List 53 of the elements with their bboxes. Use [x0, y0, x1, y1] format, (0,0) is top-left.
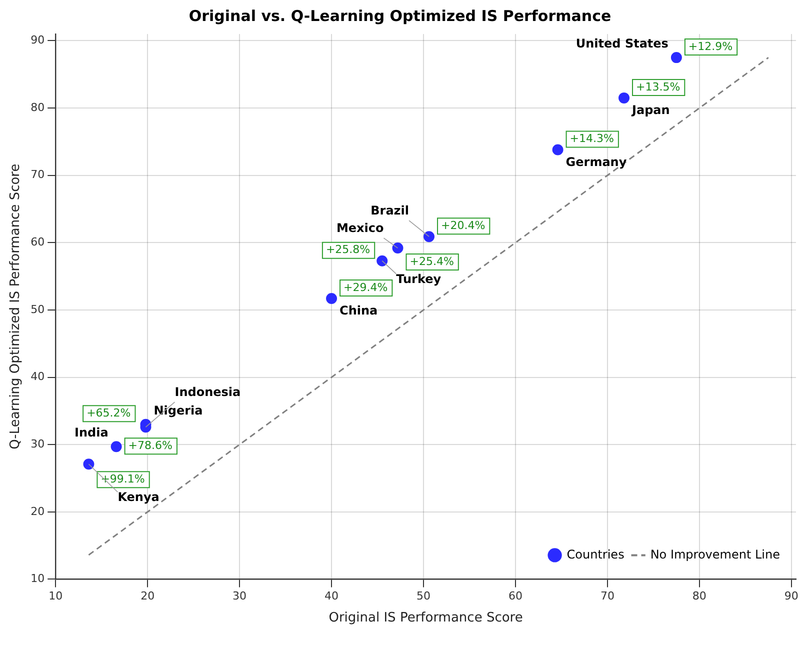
- annotation: +20.4%: [441, 218, 486, 232]
- y-axis-title: Q-Learning Optimized IS Performance Score: [8, 164, 24, 450]
- annotation: +14.3%: [570, 132, 614, 146]
- x-tick-label: 80: [692, 590, 706, 603]
- annotation: Japan: [631, 103, 670, 118]
- annotation: +29.4%: [344, 280, 388, 294]
- annotation: +25.4%: [410, 254, 454, 268]
- chart-title: Original vs. Q-Learning Optimized IS Performance: [188, 6, 612, 25]
- x-tick-label: 10: [48, 590, 63, 603]
- annotation: United States: [576, 36, 668, 51]
- annotation: India: [74, 426, 108, 440]
- x-axis-title: Original IS Performance Score: [328, 610, 523, 626]
- y-tick-label: 30: [30, 437, 45, 450]
- y-tick-label: 60: [30, 236, 45, 249]
- x-tick-label: 50: [416, 590, 430, 603]
- x-tick-label: 30: [232, 590, 247, 603]
- y-tick-label: 90: [30, 34, 45, 47]
- point: [424, 231, 435, 242]
- annotation: +12.9%: [688, 40, 733, 53]
- annotation: +25.8%: [326, 243, 370, 256]
- y-tick-label: 80: [30, 100, 45, 114]
- annotation: Brazil: [370, 204, 410, 218]
- annotation: +78.6%: [128, 438, 172, 452]
- annotation: Kenya: [118, 490, 160, 504]
- annotation: Indonesia: [174, 385, 241, 400]
- annotation: +13.5%: [636, 80, 680, 94]
- point: [392, 242, 404, 254]
- x-tick-label: 20: [140, 590, 155, 603]
- annotation: +99.1%: [100, 472, 145, 486]
- legend-label: No Improvement Line: [650, 547, 780, 562]
- y-tick-label: 70: [30, 168, 45, 182]
- point: [326, 293, 338, 304]
- annotation: Mexico: [336, 221, 384, 236]
- x-tick-label: 40: [324, 590, 339, 603]
- point: [670, 52, 682, 64]
- legend-label: Countries: [566, 547, 624, 562]
- x-tick-label: 70: [600, 590, 614, 603]
- y-tick-label: 50: [30, 302, 45, 316]
- annotation: Germany: [566, 154, 627, 169]
- annotation: +65.2%: [86, 406, 131, 420]
- y-tick-label: 10: [30, 572, 45, 586]
- annotation: China: [340, 304, 378, 318]
- point: [376, 255, 388, 266]
- point: [552, 144, 564, 156]
- x-tick-label: 90: [784, 590, 798, 603]
- x-tick-label: 60: [508, 590, 522, 603]
- annotation: Nigeria: [154, 404, 203, 418]
- point: [83, 458, 94, 470]
- point: [110, 441, 122, 452]
- y-tick-label: 20: [30, 504, 45, 518]
- point: [618, 92, 630, 104]
- annotation: Turkey: [396, 272, 442, 286]
- y-tick-label: 40: [30, 370, 45, 384]
